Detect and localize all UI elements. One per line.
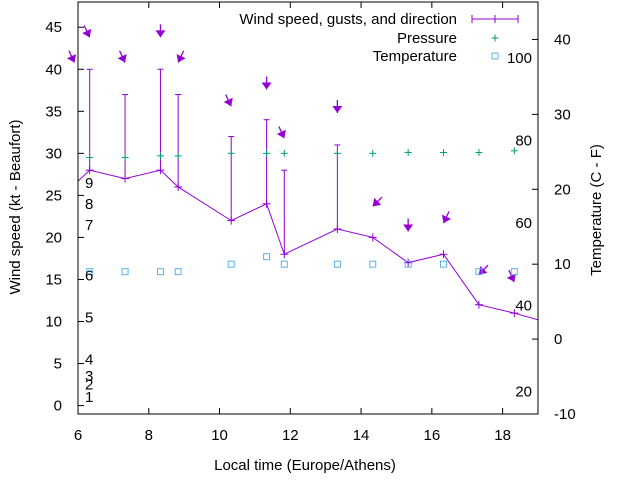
- wind-direction-arrowhead: [117, 54, 127, 63]
- y2-axis-label: Temperature (C - F): [588, 144, 605, 276]
- y-tick-label: 45: [45, 19, 62, 36]
- wind-speed-line: [77, 169, 539, 321]
- wind-direction-arrowhead: [332, 105, 343, 113]
- legend: Wind speed, gusts, and direction Pressure…: [239, 11, 519, 65]
- wind-direction-arrowhead: [276, 129, 286, 139]
- temperature-point: [510, 268, 518, 276]
- y-tick-label: 20: [45, 229, 62, 246]
- wind-direction-arrowhead: [261, 82, 272, 90]
- temperature-point: [333, 260, 341, 268]
- legend-swatch-temperature: [491, 52, 499, 60]
- wind-direction-arrowhead: [155, 30, 166, 38]
- y-tick-label: 0: [54, 398, 62, 415]
- y2-tick-label: -10: [554, 406, 576, 423]
- temperature-point: [369, 260, 377, 268]
- beaufort-label: 5: [85, 309, 93, 326]
- y2-tick-label: 20: [554, 181, 571, 198]
- y-tick-label: 30: [45, 145, 62, 162]
- y2-tick-label: 30: [554, 106, 571, 123]
- y-tick-label: 35: [45, 103, 62, 120]
- temperature-point: [121, 268, 129, 276]
- x-tick-label: 18: [494, 427, 511, 444]
- beaufort-label: 1: [85, 389, 93, 406]
- legend-label-wind: Wind speed, gusts, and direction: [239, 11, 457, 28]
- y-tick-label: 5: [54, 356, 62, 373]
- fahrenheit-label: 80: [515, 133, 532, 150]
- temperature-point: [280, 260, 288, 268]
- wind-direction-arrowhead: [66, 54, 77, 63]
- wind-direction-arrowhead: [478, 265, 488, 275]
- beaufort-label: 8: [85, 196, 93, 213]
- x-tick-label: 12: [282, 427, 299, 444]
- temperature-point: [86, 268, 94, 276]
- y2-tick-label: 40: [554, 31, 571, 48]
- fahrenheit-label: 60: [515, 215, 532, 232]
- wind-direction-arrowhead: [82, 28, 92, 38]
- beaufort-label: 3: [85, 368, 93, 385]
- x-axis-label: Local time (Europe/Athens): [214, 457, 396, 474]
- fahrenheit-label: 100: [507, 50, 532, 67]
- plot-frame: [77, 1, 539, 415]
- y-axis-label: Wind speed (kt - Beaufort): [7, 119, 24, 294]
- beaufort-label: 2: [85, 377, 93, 394]
- y2-tick-label: 10: [554, 256, 571, 273]
- wind-direction-arrowhead: [176, 54, 186, 63]
- temperature-point: [174, 268, 182, 276]
- temperature-point: [440, 260, 448, 268]
- wind-direction-arrowhead: [506, 273, 516, 282]
- y-tick-label: 10: [45, 314, 62, 331]
- legend-label-pressure: Pressure: [397, 30, 457, 47]
- temperature-point: [227, 260, 235, 268]
- x-tick-label: 8: [145, 427, 153, 444]
- temperature-point: [404, 260, 412, 268]
- temperature-point: [263, 253, 271, 261]
- y-tick-label: 40: [45, 61, 62, 78]
- beaufort-label: 9: [85, 175, 93, 192]
- x-tick-label: 6: [74, 427, 82, 444]
- x-tick-label: 16: [424, 427, 441, 444]
- fahrenheit-label: 40: [515, 297, 532, 314]
- wind-direction-arrowhead: [223, 97, 233, 107]
- fahrenheit-label: 20: [515, 384, 532, 401]
- beaufort-label: 7: [85, 217, 93, 234]
- beaufort-label: 6: [85, 267, 93, 284]
- wind-direction-arrowhead: [372, 197, 382, 207]
- legend-label-temperature: Temperature: [373, 48, 457, 65]
- beaufort-label: 4: [85, 351, 93, 368]
- wind-direction-arrowhead: [441, 214, 452, 224]
- x-tick-label: 14: [353, 427, 370, 444]
- y-tick-label: 25: [45, 187, 62, 204]
- temperature-point: [156, 268, 164, 276]
- x-tick-label: 10: [211, 427, 228, 444]
- y-tick-label: 15: [45, 271, 62, 288]
- temperature-point: [475, 268, 483, 276]
- wind-direction-arrowhead: [403, 224, 414, 232]
- y2-tick-label: 0: [554, 331, 562, 348]
